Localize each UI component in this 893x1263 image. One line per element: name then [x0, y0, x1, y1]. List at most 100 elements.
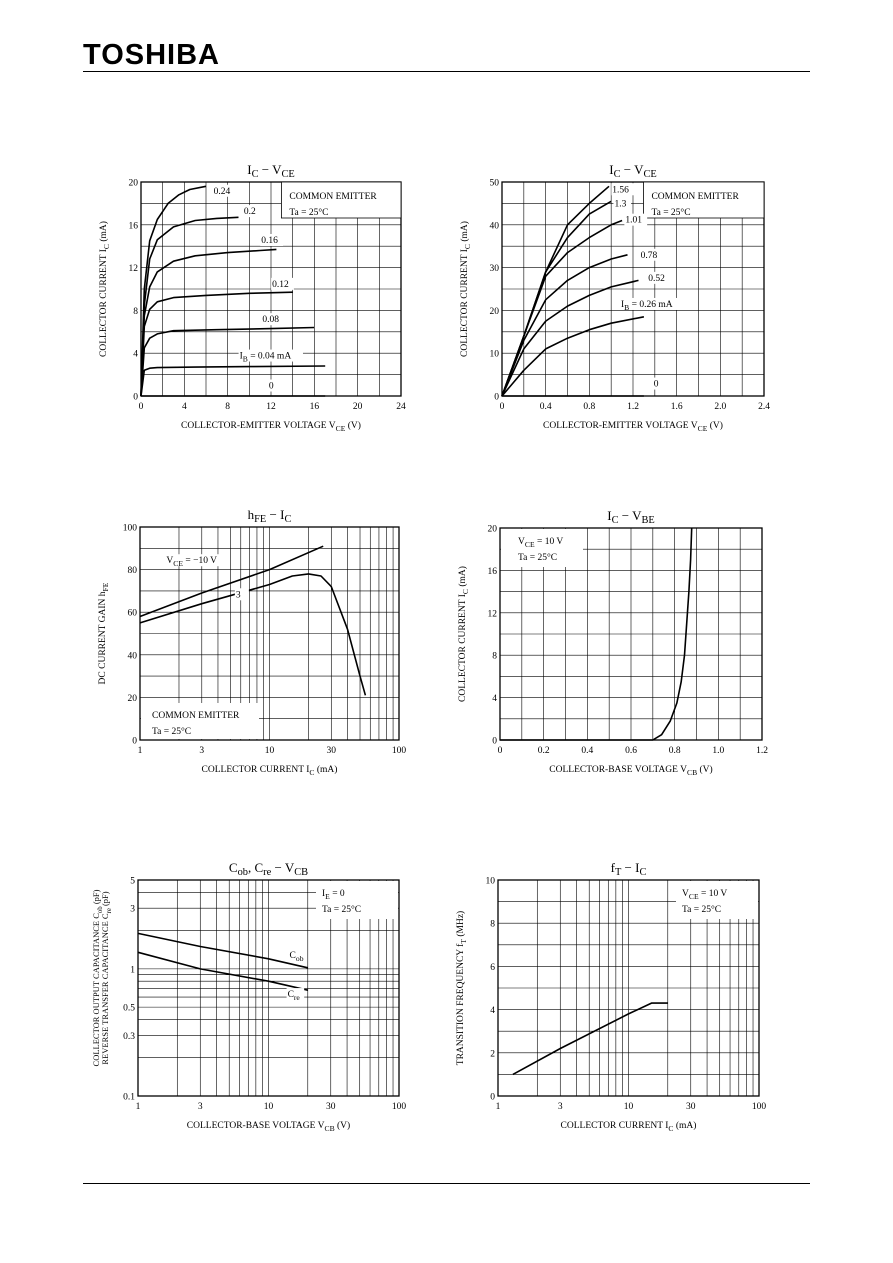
series-IB-0-04-mA — [140, 365, 326, 397]
chart-title: hFE − IC — [248, 507, 292, 525]
annotation-label: 0.24 — [214, 187, 231, 197]
chart-cob-cre-vcb: 1 3 10 30 100 0.1 0.3 0.5 1 3 5 Cob, Cre − VCB COLLE… — [91, 860, 406, 1133]
annotation-bg — [267, 379, 282, 392]
y-tick-label: 6 — [490, 963, 495, 973]
annotation-label: 1.3 — [614, 199, 626, 209]
x-tick-label: 1.0 — [712, 746, 724, 756]
y-tick-label: 8 — [133, 307, 138, 317]
annotation-label: 1.56 — [612, 185, 629, 195]
y-tick-label: 20 — [490, 307, 500, 317]
x-tick-label: 10 — [264, 1102, 274, 1112]
y-tick-label: 0 — [133, 393, 138, 403]
y-tick-label: 0 — [492, 737, 497, 747]
series-1-01 — [501, 219, 623, 397]
y-tick-label: 4 — [492, 694, 497, 704]
series-0-24 — [140, 185, 207, 397]
x-axis-label: COLLECTOR-EMITTER VOLTAGE VCE (V) — [543, 420, 723, 433]
x-tick-label: 16 — [310, 402, 320, 412]
y-axis-label: DC CURRENT GAIN hFE — [98, 582, 110, 684]
x-tick-label: 4 — [182, 402, 187, 412]
y-tick-label: 60 — [128, 609, 138, 619]
x-tick-label: 0.8 — [583, 402, 595, 412]
annotation-bg — [613, 197, 632, 210]
x-tick-label: 0 — [500, 402, 505, 412]
annotation-label: IB = 0.26 mA — [621, 300, 673, 312]
legend-line: Ta = 25°C — [322, 904, 361, 915]
annotation-label: 0.52 — [648, 274, 665, 284]
x-tick-label: 100 — [392, 1102, 407, 1112]
legend-line: COMMON EMITTER — [651, 192, 739, 202]
y-tick-label: 0 — [494, 393, 499, 403]
annotation-label: VCE = −10 V — [166, 556, 217, 568]
annotation-bg — [611, 183, 635, 196]
x-tick-label: 1.6 — [671, 402, 683, 412]
y-tick-label: 20 — [128, 694, 138, 704]
x-tick-label: 0.4 — [540, 402, 552, 412]
legend-box — [141, 703, 259, 739]
annotation-label: IB = 0.04 mA — [240, 352, 292, 364]
x-tick-label: 100 — [392, 746, 407, 756]
annotation-bg — [647, 271, 671, 284]
annotation-bg — [238, 349, 303, 362]
y-tick-label: 0.3 — [123, 1032, 135, 1042]
annotation-label: 3 — [236, 590, 241, 600]
x-tick-label: 0.6 — [625, 746, 637, 756]
toshiba-logo: TOSHIBA — [83, 39, 220, 71]
chart-title: Cob, Cre − VCB — [229, 860, 308, 878]
y-tick-label: 5 — [130, 877, 135, 887]
annotation-bg — [260, 233, 284, 246]
x-tick-label: 30 — [326, 1102, 336, 1112]
annotation-bg — [288, 948, 307, 961]
y-tick-label: 40 — [490, 221, 500, 231]
x-tick-label: 24 — [396, 402, 406, 412]
annotation-label: 0.16 — [261, 236, 278, 246]
chart-title: IC − VCE — [609, 162, 657, 180]
series-0-12 — [140, 291, 293, 397]
chart-title: IC − VCE — [247, 162, 295, 180]
x-tick-label: 2.4 — [758, 402, 770, 412]
y-axis-label: COLLECTOR OUTPUT CAPACITANCE Cob (pF) — [91, 889, 104, 1066]
y-tick-label: 20 — [488, 525, 498, 535]
chart-title: fT − IC — [611, 860, 647, 878]
y-tick-label: 50 — [490, 179, 500, 189]
x-axis-label: COLLECTOR CURRENT IC (mA) — [202, 764, 338, 777]
y-tick-label: 16 — [488, 567, 498, 577]
chart-title: IC − VBE — [607, 508, 655, 526]
x-tick-label: 0 — [498, 746, 503, 756]
annotation-bg — [212, 184, 236, 197]
legend-line: VCE = 10 V — [518, 537, 563, 549]
y-tick-label: 3 — [130, 905, 135, 915]
y-tick-label: 10 — [486, 877, 496, 887]
annotation-label: 0 — [654, 380, 659, 390]
series-0-78 — [501, 254, 628, 397]
series-1-3 — [501, 200, 612, 397]
annotation-bg — [619, 297, 685, 310]
y-tick-label: 2 — [490, 1049, 495, 1059]
chart-ic-vce-2: 0 0.4 0.8 1.2 1.6 2.0 2.4 0 10 20 30 40 50 IC − VCE CO… — [459, 162, 770, 433]
x-tick-label: 3 — [199, 746, 204, 756]
annotation-label: 0 — [269, 382, 274, 392]
y-tick-label: 8 — [492, 652, 497, 662]
x-axis-label: COLLECTOR-BASE VOLTAGE VCB (V) — [549, 764, 712, 777]
header-rule — [83, 71, 810, 72]
legend-line: VCE = 10 V — [682, 889, 727, 901]
annotation-label: Cob — [290, 951, 304, 963]
y-tick-label: 10 — [490, 350, 500, 360]
y-axis-label: COLLECTOR CURRENT IC (mA) — [457, 566, 470, 702]
series-3 — [139, 573, 367, 696]
x-tick-label: 1 — [138, 746, 143, 756]
annotation-bg — [165, 554, 225, 567]
x-tick-label: 10 — [265, 746, 275, 756]
annotation-label: 1.01 — [625, 216, 642, 226]
series-0-16 — [140, 248, 277, 397]
x-tick-label: 1.2 — [756, 746, 768, 756]
legend-line: Ta = 25°C — [682, 904, 721, 915]
annotation-label: 0.78 — [641, 251, 658, 261]
annotation-label: 0.2 — [244, 207, 256, 217]
series-0-52 — [501, 279, 639, 397]
chart-hfe-ic: 1 3 10 30 100 0 20 40 60 80 100 hFE − IC COLLECTOR C… — [98, 507, 406, 777]
legend-box — [316, 881, 398, 919]
y-tick-label: 0.5 — [123, 1004, 135, 1014]
x-tick-label: 3 — [558, 1102, 563, 1112]
